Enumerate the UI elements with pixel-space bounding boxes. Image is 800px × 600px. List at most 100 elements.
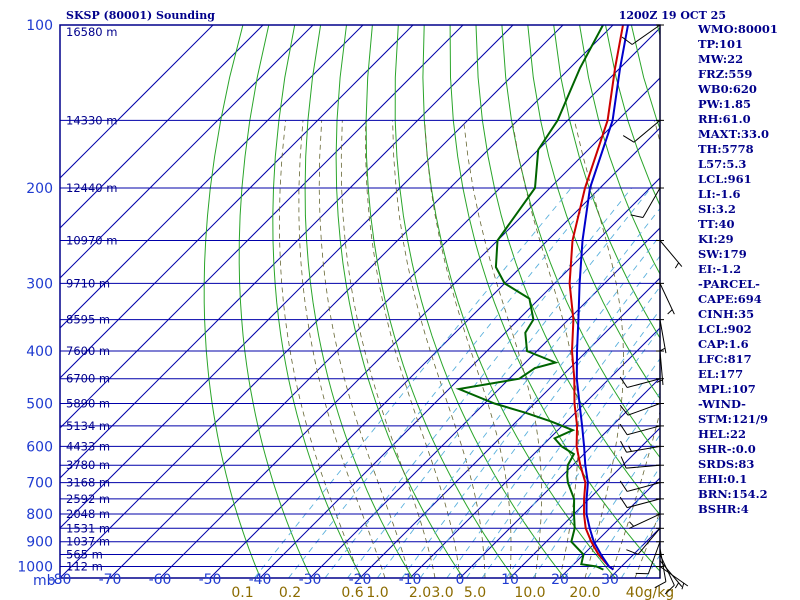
mixing-ratio-label: 0.2 — [279, 585, 301, 600]
isotherm-line — [60, 25, 214, 179]
temperature-trace — [568, 25, 624, 571]
pressure-label-100: 100 — [26, 18, 53, 34]
pressure-label-600: 600 — [26, 439, 53, 455]
isotherm-line — [359, 277, 660, 578]
wind-barb — [620, 440, 661, 453]
wind-barb-staff — [631, 24, 661, 45]
index-item: TH:5778 — [698, 142, 754, 156]
wind-barb-staff — [659, 240, 683, 267]
wind-barb-staff — [633, 119, 661, 143]
temperature-label-10: 10 — [501, 572, 519, 588]
wind-barb — [659, 240, 683, 269]
index-item: -WIND- — [698, 397, 746, 411]
mixing-ratio-line — [347, 187, 652, 578]
index-item: MAXT:33.0 — [698, 127, 769, 141]
parcel-trace — [575, 25, 629, 571]
wind-barb — [619, 496, 661, 509]
wind-barb-flag — [626, 549, 639, 555]
height-label: 12440 m — [66, 181, 117, 195]
pressure-label-900: 900 — [26, 535, 53, 551]
mixing-ratio-line — [587, 466, 660, 578]
wind-barb — [659, 560, 683, 589]
dry-adiabat — [475, 25, 660, 516]
wind-barb-half — [681, 583, 685, 590]
wind-barb — [622, 119, 661, 143]
wind-barb — [619, 403, 661, 416]
temperature-label--70: -70 — [99, 572, 122, 588]
dry-adiabat — [394, 25, 565, 578]
height-label: 16580 m — [66, 25, 117, 39]
mixing-ratio-labels: 0.1 0.2 0.6 1.0 2.0 3.0 5.0 10.0 20.0 40g/kg — [231, 585, 674, 600]
wind-barb-flag — [619, 376, 628, 388]
wind-barb-flag — [619, 404, 629, 416]
index-item: LI:-1.6 — [698, 187, 741, 201]
isotherm-line — [60, 25, 314, 279]
index-item: HEL:22 — [698, 427, 746, 441]
mixing-ratio-label: 2.0 — [409, 585, 431, 600]
wind-barb-flag — [622, 135, 635, 143]
temperature-label--80: -80 — [49, 572, 72, 588]
index-item: TT:40 — [698, 217, 735, 231]
dry-adiabats — [203, 25, 660, 578]
mixing-ratio-label: 0.1 — [231, 585, 253, 600]
wind-barb-staff — [627, 403, 661, 416]
dry-adiabat — [238, 25, 312, 578]
dry-adiabat — [365, 25, 515, 578]
wind-barb-staff — [659, 566, 689, 587]
wind-barb-flag — [664, 584, 675, 595]
wind-barb-half — [667, 309, 673, 315]
wind-barb-flag — [620, 456, 627, 469]
index-item: EI:-1.2 — [698, 262, 742, 276]
mixing-ratio-label: 10.0 — [514, 585, 545, 600]
wind-barb — [626, 527, 661, 555]
isotherm-line — [259, 177, 660, 578]
wind-barb-staff — [647, 541, 661, 574]
moist-adiabat — [365, 120, 461, 578]
wind-barb-flag — [621, 36, 633, 45]
height-label: 7600 m — [66, 344, 110, 358]
moist-adiabat — [511, 120, 579, 578]
wind-barb — [620, 456, 661, 469]
temperature-label--20: -20 — [349, 572, 372, 588]
height-label: 2048 m — [66, 507, 110, 521]
isotherm-line — [60, 25, 464, 429]
mixing-ratio-line — [288, 187, 601, 578]
moist-adiabat — [278, 120, 361, 578]
isotherm-line — [459, 377, 660, 578]
wind-barb — [659, 566, 689, 590]
wind-barb-half — [656, 379, 663, 383]
isotherm-line — [60, 25, 364, 329]
isotherm-line — [60, 25, 414, 379]
wind-barb — [635, 541, 661, 575]
isotherm-line — [60, 25, 514, 479]
pressure-label-200: 200 — [26, 181, 53, 197]
mixing-ratio-line — [254, 187, 572, 578]
height-label: 5890 m — [66, 397, 110, 411]
wind-barb-half — [674, 262, 680, 269]
index-item: MW:22 — [698, 52, 744, 66]
wind-barb-staff — [637, 527, 661, 555]
wind-barb-staff — [659, 350, 664, 385]
temperature-label-30: 30 — [601, 572, 619, 588]
wind-barb — [619, 376, 661, 389]
wind-barb — [656, 350, 664, 385]
wind-barb-half — [659, 347, 666, 352]
wind-barb-staff — [626, 464, 661, 469]
mixing-ratio-label: 0.6 — [341, 585, 363, 600]
height-label: 6700 m — [66, 372, 110, 386]
wind-barb — [630, 187, 661, 218]
height-label: 565 m — [66, 547, 103, 561]
isotherm-line — [209, 127, 660, 578]
height-label: 112 m — [66, 560, 103, 574]
pressure-label-700: 700 — [26, 476, 53, 492]
index-item: CAPE:694 — [698, 292, 762, 306]
index-item: BSHR:4 — [698, 502, 749, 516]
index-item: WB0:620 — [698, 82, 757, 96]
wind-barb-flag — [619, 480, 628, 492]
mixing-ratio-line — [401, 234, 660, 578]
mixing-ratio-label: 3.0 — [431, 585, 453, 600]
index-item: L57:5.3 — [698, 157, 747, 171]
wind-barb — [621, 24, 661, 45]
wind-barb-staff — [627, 425, 661, 436]
